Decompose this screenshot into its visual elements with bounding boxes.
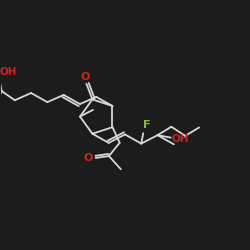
Text: F: F	[143, 120, 151, 130]
Text: O: O	[84, 154, 93, 164]
Text: OH: OH	[172, 134, 189, 143]
Text: O: O	[80, 72, 90, 82]
Text: OH: OH	[0, 67, 17, 77]
